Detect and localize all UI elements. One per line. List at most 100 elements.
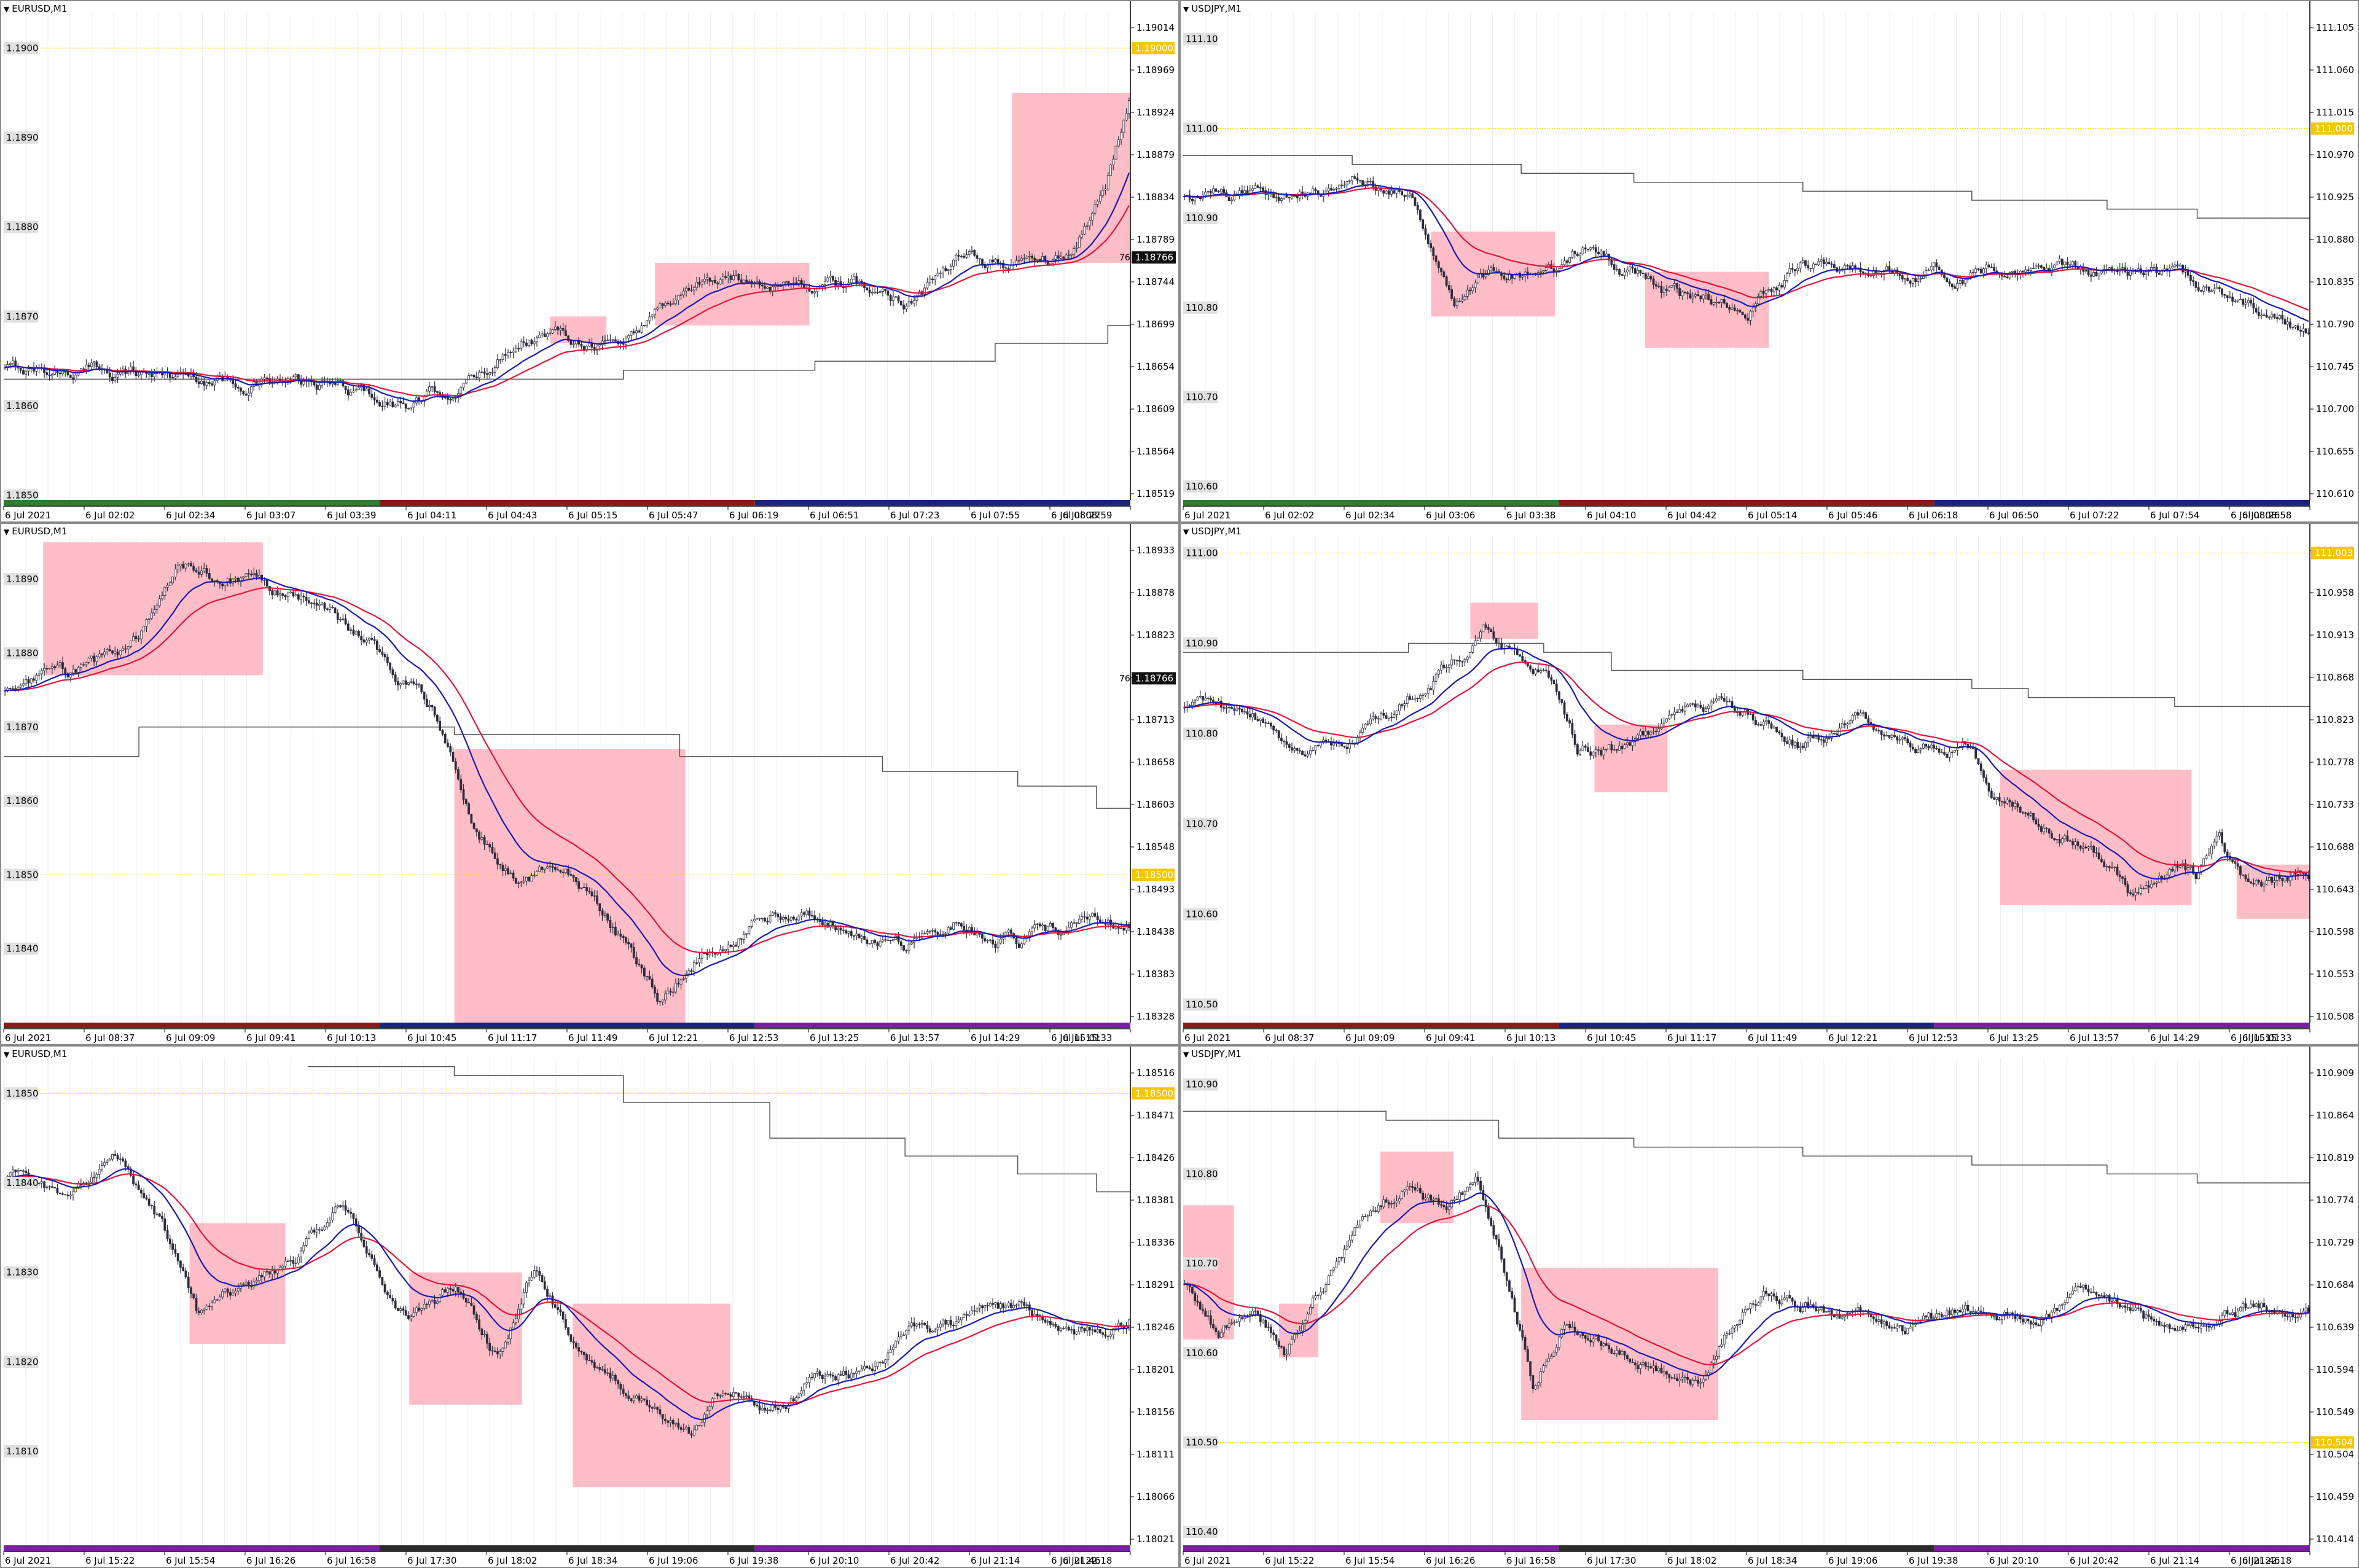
left-price-label: 110.70 — [1186, 819, 1218, 830]
candle-body — [810, 1377, 813, 1378]
highlight-box[interactable] — [1012, 93, 1130, 263]
highlight-box[interactable] — [1594, 724, 1668, 793]
candle-body — [1207, 698, 1210, 699]
candle-body — [323, 1227, 326, 1231]
candle-body — [719, 949, 722, 954]
candle-body — [1067, 1327, 1070, 1331]
candle-body — [161, 1215, 163, 1219]
chart-canvas[interactable]: 1.190141.189691.189241.188791.188341.187… — [1, 1, 1180, 523]
collapse-triangle-icon[interactable]: ▼ — [1183, 5, 1189, 14]
candle-body — [470, 1303, 473, 1306]
candle-body — [1723, 698, 1726, 702]
candle-body — [567, 868, 570, 875]
candle-body — [425, 391, 428, 397]
candle-body — [936, 1327, 939, 1330]
collapse-triangle-icon[interactable]: ▼ — [4, 1050, 10, 1059]
price-tick-label: 1.18021 — [1136, 1534, 1175, 1545]
candle-body — [716, 283, 719, 284]
candle-body — [147, 1198, 151, 1206]
candle-body — [1463, 659, 1466, 663]
candle-body — [496, 359, 499, 369]
chart-canvas[interactable]: 111.105111.060111.015110.970110.925110.8… — [1181, 1, 2359, 523]
candle-body — [1670, 714, 1673, 716]
candle-body — [677, 295, 680, 300]
collapse-triangle-icon[interactable]: ▼ — [1183, 528, 1189, 536]
candle-body — [826, 277, 829, 282]
candle-body — [263, 377, 266, 380]
candle-body — [1822, 259, 1825, 264]
time-tick-label: 6 Jul 07:22 — [2070, 510, 2119, 521]
candle-body — [378, 649, 381, 652]
candle-body — [1644, 731, 1647, 736]
candle-body — [1345, 181, 1348, 185]
candle-body — [781, 281, 784, 286]
candle-body — [675, 983, 677, 993]
highlight-box[interactable] — [2000, 770, 2192, 905]
candle-body — [685, 973, 687, 979]
candle-body — [572, 875, 575, 878]
candle-body — [1351, 176, 1353, 181]
candle-body — [155, 605, 158, 610]
highlight-box[interactable] — [454, 749, 686, 1023]
candle-body — [2263, 883, 2266, 887]
highlight-box[interactable] — [573, 1303, 730, 1488]
price-axis[interactable] — [1130, 1047, 1180, 1568]
candle-body — [1461, 299, 1464, 302]
candle-body — [1442, 665, 1446, 668]
chart-canvas[interactable]: 111.003110.958110.913110.868110.823110.7… — [1181, 524, 2359, 1045]
chart-window-usdjpy-2[interactable]: 111.003110.958110.913110.868110.823110.7… — [1180, 523, 2359, 1045]
candle-body — [1854, 265, 1856, 268]
collapse-triangle-icon[interactable]: ▼ — [4, 528, 10, 536]
candle-body — [934, 275, 937, 281]
price-axis[interactable] — [2310, 1, 2359, 523]
candle-body — [1573, 251, 1576, 254]
candle-body — [2150, 267, 2153, 270]
candle-body — [931, 278, 934, 281]
moving-average-red — [5, 205, 1130, 397]
candle-body — [386, 1292, 389, 1296]
candle-body — [1631, 266, 1634, 269]
left-price-label-bg — [4, 573, 38, 586]
candle-body — [195, 376, 198, 383]
chart-window-eurusd-3[interactable]: 1.18516 1.18471 1.18426 1.18381 1.18336 1.182… — [0, 1045, 1180, 1568]
price-axis[interactable] — [1130, 524, 1180, 1045]
highlight-box[interactable] — [655, 262, 810, 326]
candle-body — [928, 930, 931, 932]
highlight-box[interactable] — [1470, 603, 1538, 639]
left-price-label-bg — [4, 795, 38, 808]
chart-window-eurusd-2[interactable]: 1.189331.188781.188231.187681.187131.186… — [0, 523, 1180, 1045]
candle-body — [1442, 271, 1446, 278]
price-axis[interactable] — [2310, 524, 2359, 1045]
candle-body — [1794, 269, 1796, 271]
chart-canvas[interactable]: 110.909110.864110.819110.774110.729110.6… — [1181, 1047, 2359, 1568]
candle-body — [580, 344, 583, 347]
candle-body — [292, 591, 295, 596]
candle-body — [297, 1257, 300, 1263]
collapse-triangle-icon[interactable]: ▼ — [4, 5, 10, 14]
highlight-box[interactable] — [43, 542, 263, 676]
candle-body — [208, 573, 211, 579]
highlight-box[interactable] — [409, 1272, 522, 1405]
step-indicator-line — [1183, 642, 2310, 708]
candle-body — [1044, 924, 1047, 931]
candle-body — [557, 1307, 559, 1310]
candle-body — [286, 593, 289, 598]
candle-body — [2061, 838, 2064, 843]
candle-body — [2029, 813, 2032, 816]
candle-body — [894, 1341, 898, 1348]
candle-body — [669, 1420, 672, 1423]
chart-window-eurusd-1[interactable]: 1.19014 1.18969 1.18924 1.18879 1.18834 1.187… — [0, 0, 1180, 523]
candle-body — [250, 574, 252, 575]
candle-body — [1088, 1327, 1091, 1331]
candle-body — [1521, 656, 1524, 661]
chart-window-usdjpy-3[interactable]: 110.909 110.864 110.819 110.774 110.729 110.6… — [1180, 1045, 2359, 1568]
candle-body — [9, 363, 12, 365]
candle-body — [145, 618, 148, 627]
chart-canvas[interactable]: 1.189331.188781.188231.187681.187131.186… — [1, 524, 1180, 1045]
chart-window-usdjpy-1[interactable]: 111.105 111.060 111.015 110.970 110.925 110.8… — [1180, 0, 2359, 523]
highlight-box[interactable] — [189, 1223, 286, 1344]
candle-body — [200, 571, 203, 575]
time-tick-label: 6 Jul 08:37 — [1265, 1032, 1314, 1043]
highlight-box[interactable] — [1645, 271, 1769, 348]
chart-canvas[interactable]: 1.185161.184711.184261.183811.183361.182… — [1, 1047, 1180, 1568]
